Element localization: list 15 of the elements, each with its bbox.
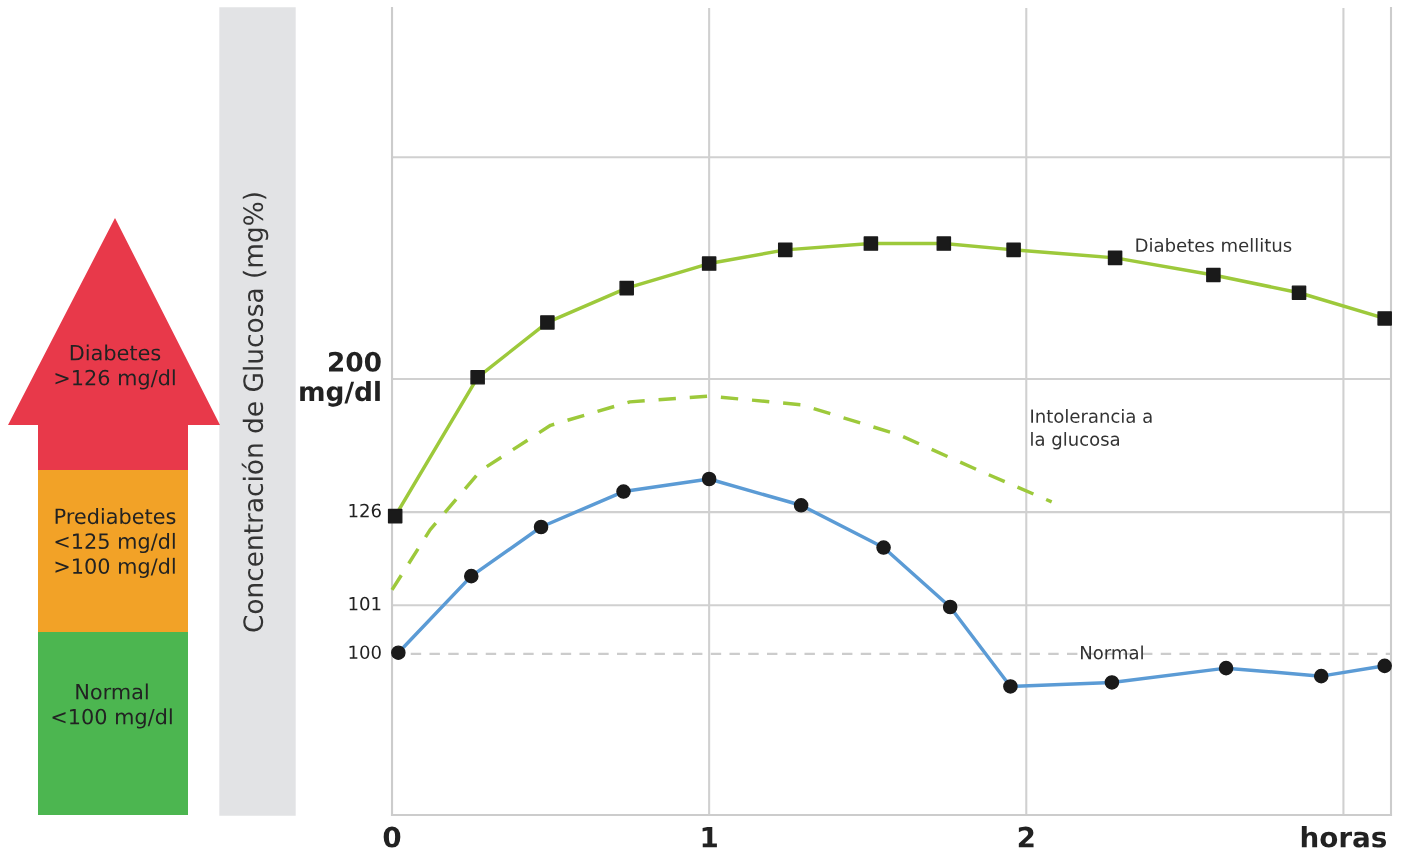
text: 101 xyxy=(349,596,381,611)
text: 100 xyxy=(349,645,381,660)
text: 126 xyxy=(349,503,381,518)
series-label: Normal xyxy=(1081,645,1143,660)
y-axis-title: Concentración de Glucosa (mg%) xyxy=(241,193,269,632)
text: Prediabetes <125 mg/dl >100 mg/dl xyxy=(55,508,176,578)
x-tick-label: horas xyxy=(1301,826,1387,848)
x-tick-label: 0 xyxy=(383,826,401,848)
series-label: Diabetes mellitus xyxy=(1136,238,1292,252)
text: Intolerancia a la glucosa xyxy=(1031,409,1152,450)
x-tick-label: 2 xyxy=(1018,826,1034,848)
text: 200 mg/dl xyxy=(300,351,381,407)
x-tick-label: 1 xyxy=(702,826,717,848)
text: Normal <100 mg/dl xyxy=(52,683,172,729)
text: Diabetes >126 mg/dl xyxy=(55,344,175,390)
